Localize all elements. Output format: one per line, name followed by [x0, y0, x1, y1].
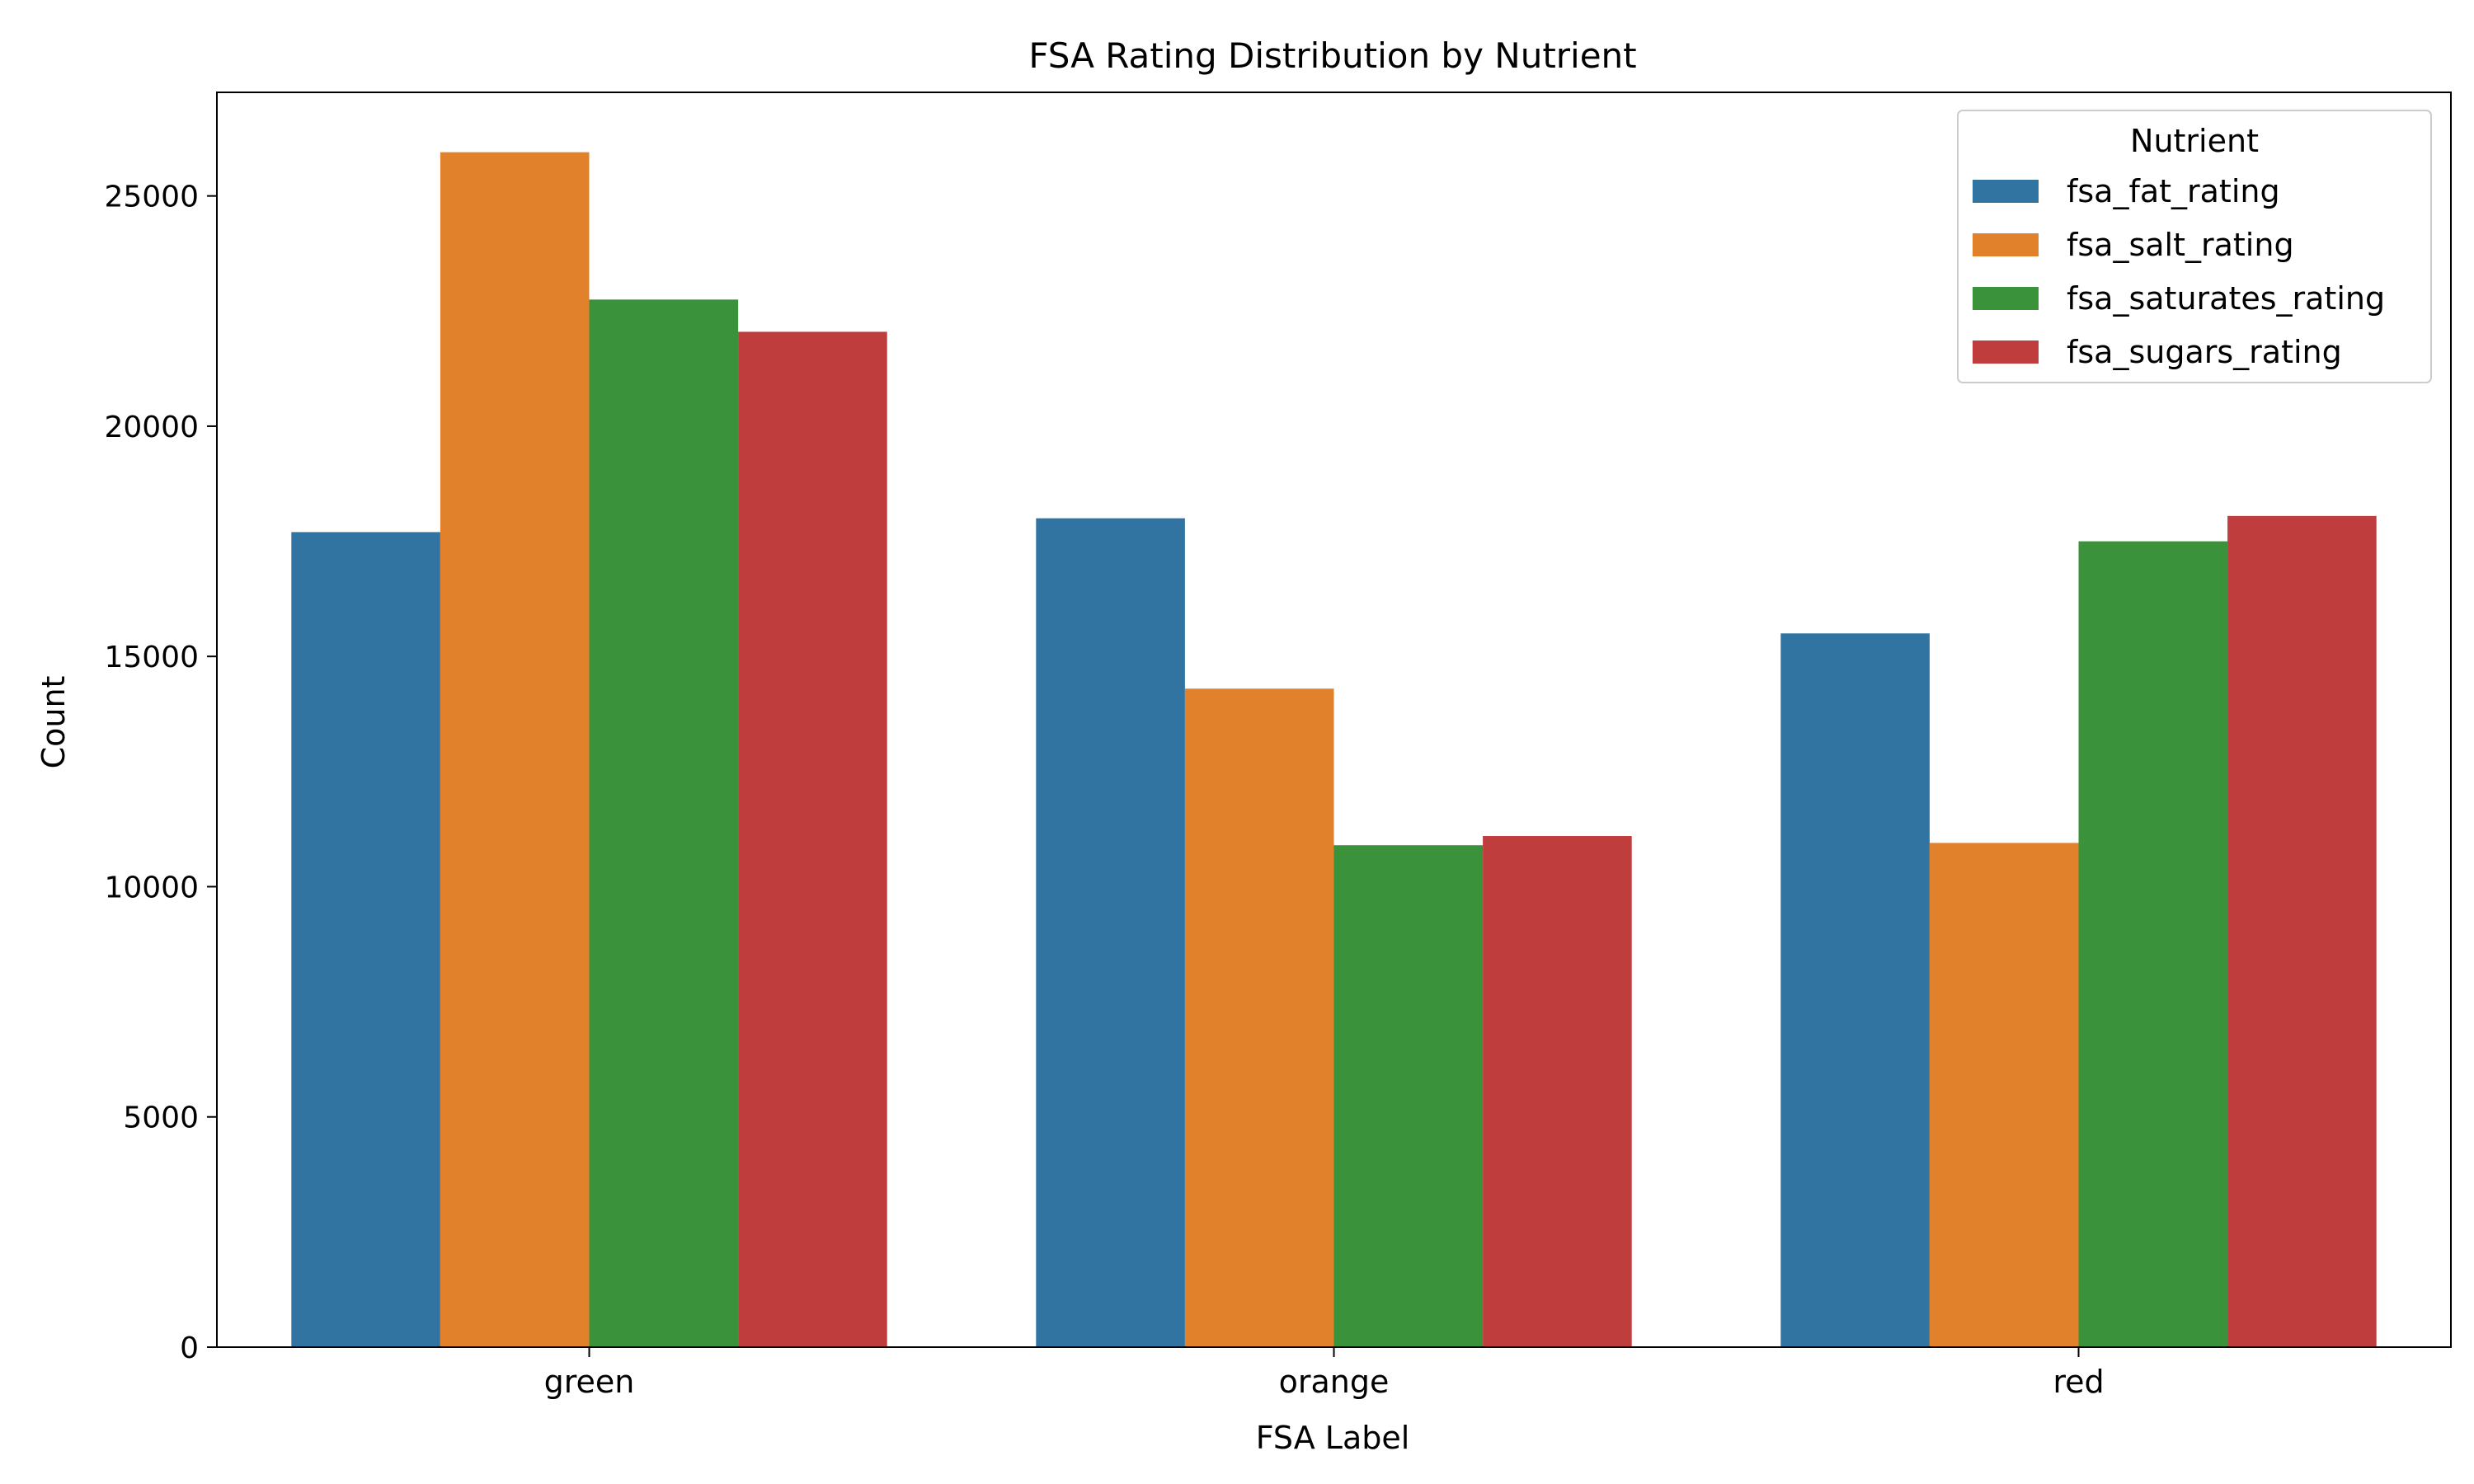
bar-green-fsa_saturates_rating: [589, 299, 739, 1347]
axes-layer: 0 5000 10000 15000 20000 25000 green orange red: [104, 92, 2452, 1400]
bar-green-fsa_salt_rating: [440, 152, 590, 1348]
bar-green-fsa_sugars_rating: [738, 331, 887, 1347]
y-tick-label: 20000: [104, 411, 199, 444]
x-axis-label: FSA Label: [1256, 1420, 1410, 1456]
y-tick-label: 5000: [123, 1101, 199, 1135]
legend-label-fsa_salt_rating: fsa_salt_rating: [2067, 227, 2294, 263]
legend-label-fsa_fat_rating: fsa_fat_rating: [2067, 173, 2280, 209]
legend-box: [1957, 110, 2432, 383]
bar-orange-fsa_sugars_rating: [1483, 836, 1632, 1347]
legend-swatch-fsa_salt_rating: [1973, 233, 2039, 256]
y-tick-label: 25000: [104, 181, 199, 214]
x-tick-label-red: red: [2053, 1364, 2104, 1400]
bar-red-fsa_fat_rating: [1780, 633, 1930, 1347]
chart-title: FSA Rating Distribution by Nutrient: [1028, 35, 1636, 76]
y-axis-label: Count: [35, 676, 72, 769]
y-tick-label: 10000: [104, 871, 199, 904]
legend-swatch-fsa_saturates_rating: [1973, 287, 2039, 310]
legend-label-fsa_sugars_rating: fsa_sugars_rating: [2067, 334, 2342, 370]
y-tick-label: 15000: [104, 641, 199, 674]
x-tick-label-green: green: [544, 1364, 635, 1400]
legend-swatch-fsa_sugars_rating: [1973, 340, 2039, 364]
bar-red-fsa_sugars_rating: [2227, 515, 2377, 1347]
bar-red-fsa_saturates_rating: [2078, 541, 2228, 1347]
bar-orange-fsa_salt_rating: [1184, 688, 1334, 1347]
bar-orange-fsa_fat_rating: [1036, 518, 1185, 1347]
legend-title: Nutrient: [2130, 123, 2259, 159]
legend-swatch-fsa_fat_rating: [1973, 180, 2039, 203]
bars-layer: [291, 152, 2377, 1348]
bar-orange-fsa_saturates_rating: [1333, 845, 1484, 1347]
legend: Nutrient fsa_fat_rating fsa_salt_ratingfsa…: [1957, 110, 2432, 383]
x-tick-label-orange: orange: [1279, 1364, 1390, 1400]
bar-red-fsa_salt_rating: [1929, 843, 2079, 1347]
y-tick-label: 0: [180, 1331, 199, 1365]
bar-green-fsa_fat_rating: [291, 532, 440, 1347]
legend-label-fsa_saturates_rating: fsa_saturates_rating: [2067, 280, 2385, 317]
